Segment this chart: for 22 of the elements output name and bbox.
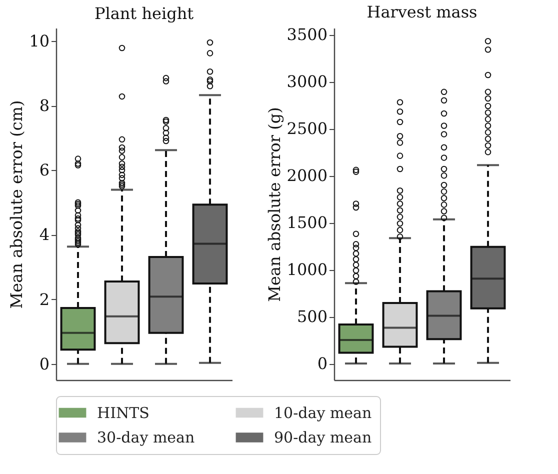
y-tick-label: 2500 — [286, 119, 328, 138]
y-tick-label: 8 — [39, 96, 50, 116]
y-tick-label: 0 — [39, 354, 50, 374]
chart-title: Harvest mass — [366, 2, 478, 22]
y-axis-title: Mean absolute error (g) — [264, 107, 284, 302]
y-tick-label: 2 — [39, 290, 50, 309]
y-tick-label: 6 — [39, 160, 50, 180]
chart-title: Plant height — [94, 4, 194, 23]
y-tick-label: 1000 — [286, 260, 328, 280]
y-tick-label: 4 — [39, 225, 50, 244]
y-tick-label: 3000 — [286, 72, 328, 92]
y-tick-label: 0 — [317, 354, 328, 374]
legend-label: 30-day mean — [97, 428, 195, 446]
legend-label: HINTS — [97, 404, 150, 422]
y-tick-label: 1500 — [286, 213, 328, 232]
y-tick-label: 2000 — [286, 166, 328, 186]
y-tick-label: 500 — [296, 307, 328, 326]
y-tick-label: 3500 — [286, 25, 328, 44]
y-axis-title: Mean absolute error (cm) — [7, 100, 26, 309]
legend-label: 10-day mean — [274, 404, 372, 422]
y-tick-label: 10 — [29, 31, 50, 50]
legend-label: 90-day mean — [274, 428, 372, 446]
